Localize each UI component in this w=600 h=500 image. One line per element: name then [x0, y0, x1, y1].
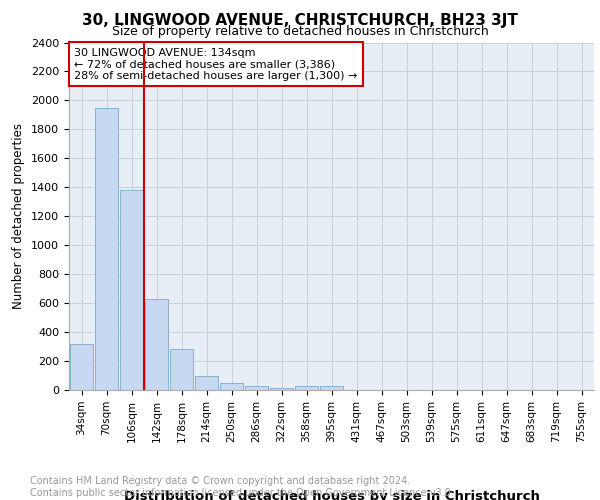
- Bar: [245, 386, 268, 390]
- Bar: [145, 299, 169, 390]
- Bar: [295, 386, 319, 390]
- Bar: [95, 108, 118, 390]
- Y-axis label: Number of detached properties: Number of detached properties: [13, 123, 25, 309]
- Bar: [119, 190, 143, 390]
- X-axis label: Distribution of detached houses by size in Christchurch: Distribution of detached houses by size …: [124, 490, 539, 500]
- Bar: [194, 376, 218, 390]
- Bar: [320, 386, 343, 390]
- Bar: [269, 388, 293, 390]
- Text: Contains HM Land Registry data © Crown copyright and database right 2024.
Contai: Contains HM Land Registry data © Crown c…: [30, 476, 454, 498]
- Bar: [70, 344, 94, 390]
- Bar: [220, 384, 244, 390]
- Text: Size of property relative to detached houses in Christchurch: Size of property relative to detached ho…: [112, 25, 488, 38]
- Bar: [170, 350, 193, 390]
- Text: 30 LINGWOOD AVENUE: 134sqm
← 72% of detached houses are smaller (3,386)
28% of s: 30 LINGWOOD AVENUE: 134sqm ← 72% of deta…: [74, 48, 358, 81]
- Text: 30, LINGWOOD AVENUE, CHRISTCHURCH, BH23 3JT: 30, LINGWOOD AVENUE, CHRISTCHURCH, BH23 …: [82, 12, 518, 28]
